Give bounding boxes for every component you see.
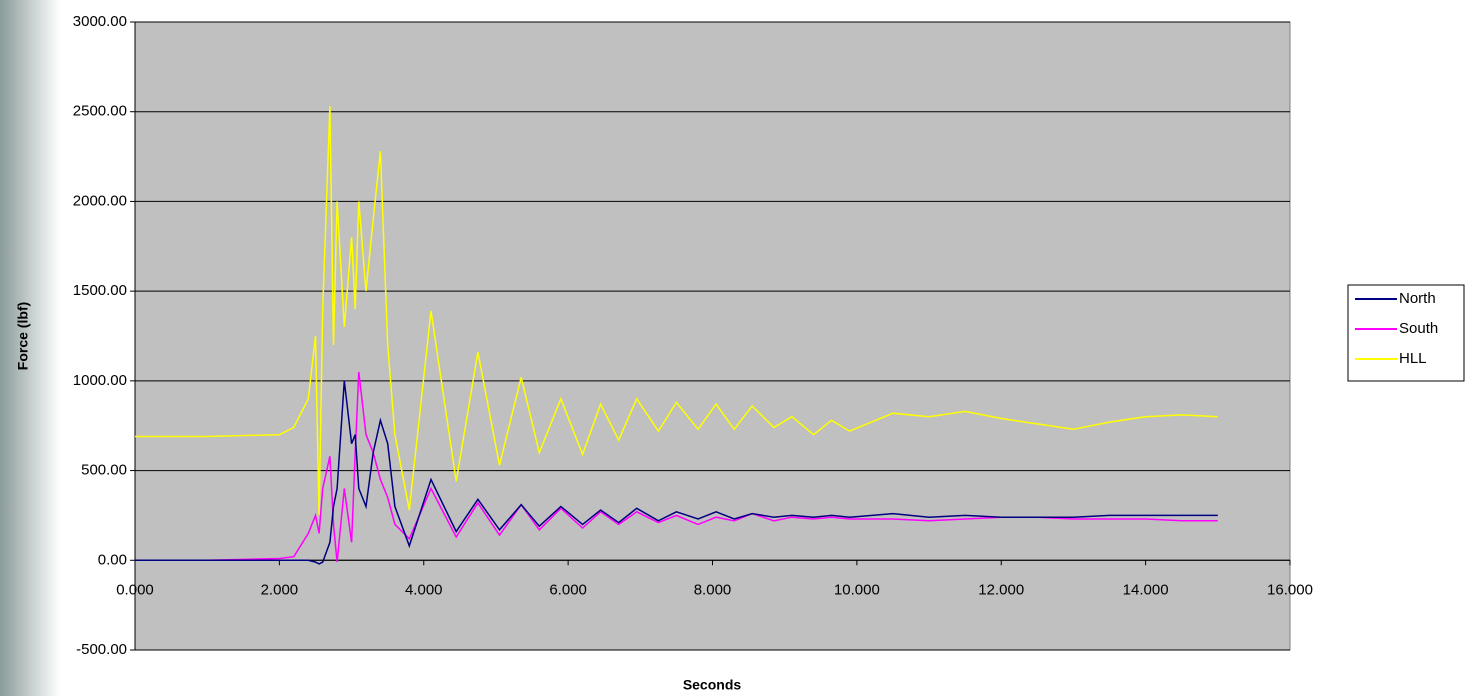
page: Force (lbf) Seconds -500.00 0.00 500.00 100… bbox=[0, 0, 1476, 696]
y-tick-label: 1500.00 bbox=[73, 282, 127, 299]
x-tick-label: 16.000 bbox=[1267, 581, 1313, 598]
y-tick-label: 2000.00 bbox=[73, 192, 127, 209]
y-tick-label: -500.00 bbox=[76, 641, 127, 658]
x-tick-label: 4.000 bbox=[405, 581, 443, 598]
plot-area bbox=[135, 22, 1290, 650]
y-tick-label: 1000.00 bbox=[73, 372, 127, 389]
x-tick-label: 2.000 bbox=[261, 581, 299, 598]
y-tick-label: 2500.00 bbox=[73, 103, 127, 120]
x-tick-label: 10.000 bbox=[834, 581, 880, 598]
x-axis-title: Seconds bbox=[683, 677, 742, 693]
x-tick-label: 6.000 bbox=[549, 581, 587, 598]
y-axis-title: Force (lbf) bbox=[15, 302, 31, 370]
y-tick-label: 3000.00 bbox=[73, 13, 127, 30]
legend-label: North bbox=[1399, 290, 1436, 307]
x-tick-label: 14.000 bbox=[1123, 581, 1169, 598]
y-tick-label: 0.00 bbox=[98, 551, 127, 568]
x-tick-label: 8.000 bbox=[694, 581, 732, 598]
legend-label: South bbox=[1399, 320, 1438, 337]
chart: Force (lbf) Seconds -500.00 0.00 500.00 100… bbox=[0, 0, 1476, 696]
x-tick-label: 12.000 bbox=[978, 581, 1024, 598]
x-tick-label: 0.000 bbox=[116, 581, 154, 598]
legend-label: HLL bbox=[1399, 350, 1427, 367]
y-tick-label: 500.00 bbox=[81, 462, 127, 479]
